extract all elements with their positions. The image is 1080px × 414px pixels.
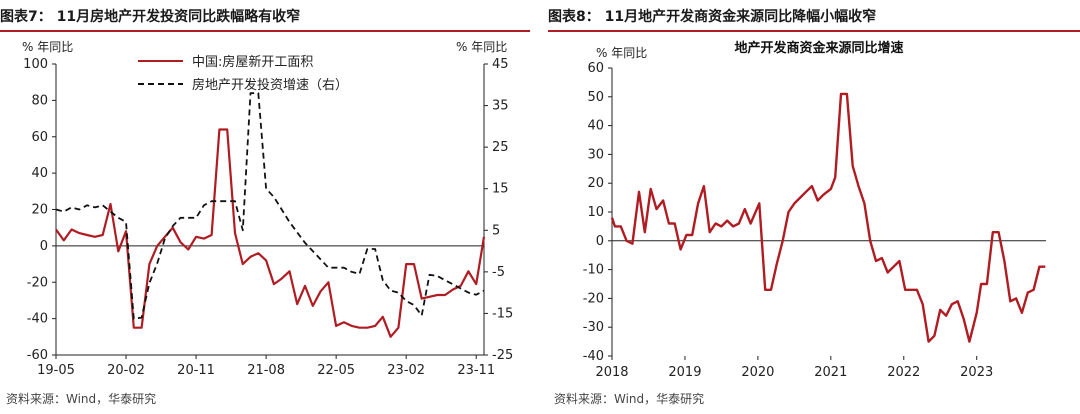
y-tick-label: 10: [587, 205, 604, 220]
left-y-tick-label: 40: [31, 166, 48, 181]
x-tick-label: 2022: [887, 365, 920, 380]
x-tick-label: 2018: [595, 365, 628, 380]
x-tick-label: 2023: [960, 365, 993, 380]
x-tick-label: 20-02: [107, 363, 145, 378]
left-y-tick-label: 80: [31, 93, 48, 108]
left-header-rule: [0, 30, 530, 32]
left-y-tick-label: 20: [31, 203, 48, 218]
y-tick-label: -30: [583, 320, 604, 335]
right-header-rule: [548, 30, 1080, 32]
right-y-tick-label: -25: [492, 348, 513, 363]
left-chart-header: 图表7： 11月房地产开发投资同比跌幅略有收窄: [0, 9, 301, 25]
right-source-note: 资料来源：Wind，华泰研究: [554, 392, 705, 406]
left-y-tick-label: -40: [27, 312, 48, 327]
x-tick-label: 20-11: [177, 363, 215, 378]
left-y-tick-label: 100: [23, 57, 48, 72]
right-y-tick-label: 5: [492, 223, 500, 238]
left-y-tick-label: 60: [31, 130, 48, 145]
right-chart-header: 图表8： 11月地产开发商资金来源同比降幅小幅收窄: [548, 9, 877, 25]
right-y-tick-label: 35: [492, 99, 509, 114]
legend-label: 房地产开发投资增速（右）: [192, 77, 348, 93]
left-y-tick-label: -60: [27, 348, 48, 363]
left-y-tick-label: 0: [40, 239, 48, 254]
left-axis-unit-right: % 年同比: [456, 40, 508, 54]
right-line-chart: 地产开发商资金来源同比增速 -40 -30 -20 -10 0 10 20 30 40 50 60 20…: [583, 40, 1046, 380]
x-tick-label: 21-08: [247, 363, 285, 378]
series-line-investment: [55, 92, 485, 320]
left-line-chart: -60 -40 -20 0 20 40 60 80 100 -25 -15 -5 5 15 25 35 45 19…: [23, 54, 513, 378]
y-tick-label: 0: [596, 234, 604, 249]
y-tick-label: 20: [587, 176, 604, 191]
left-chart-panel: 图表7： 11月房地产开发投资同比跌幅略有收窄 % 年同比 % 年同比 -60-…: [0, 0, 530, 414]
y-tick-label: 40: [587, 119, 604, 134]
y-tick-label: 50: [587, 90, 604, 105]
right-y-tick-label: 25: [492, 140, 509, 155]
x-tick-label: 2019: [668, 365, 701, 380]
y-tick-label: -20: [583, 291, 604, 306]
x-tick-label: 23-11: [457, 363, 495, 378]
right-axis-unit-left: % 年同比: [596, 46, 648, 60]
chart-title: 地产开发商资金来源同比增速: [734, 40, 903, 56]
left-axis-unit-left: % 年同比: [22, 40, 74, 54]
x-tick-label: 22-05: [317, 363, 355, 378]
y-tick-label: 30: [587, 147, 604, 162]
right-y-tick-label: -5: [492, 265, 505, 280]
y-tick-label: -40: [583, 349, 604, 364]
x-tick-label: 23-02: [387, 363, 425, 378]
y-tick-label: 60: [587, 61, 604, 76]
left-source-note: 资料来源：Wind，华泰研究: [6, 392, 157, 406]
right-y-tick-label: 45: [492, 57, 509, 72]
series-line-funding: [610, 92, 1046, 343]
legend-label: 中国:房屋新开工面积: [192, 54, 313, 70]
right-chart-panel: 图表8： 11月地产开发商资金来源同比降幅小幅收窄 % 年同比 地产开发商资金来…: [548, 0, 1080, 414]
x-tick-label: 2021: [814, 365, 847, 380]
x-tick-label: 2020: [741, 365, 774, 380]
left-y-tick-label: -20: [27, 275, 48, 290]
right-y-tick-label: -15: [492, 306, 513, 321]
series-line-new-starts: [55, 128, 486, 338]
right-y-tick-label: 15: [492, 182, 509, 197]
x-tick-label: 19-05: [37, 363, 75, 378]
y-tick-label: -10: [583, 263, 604, 278]
